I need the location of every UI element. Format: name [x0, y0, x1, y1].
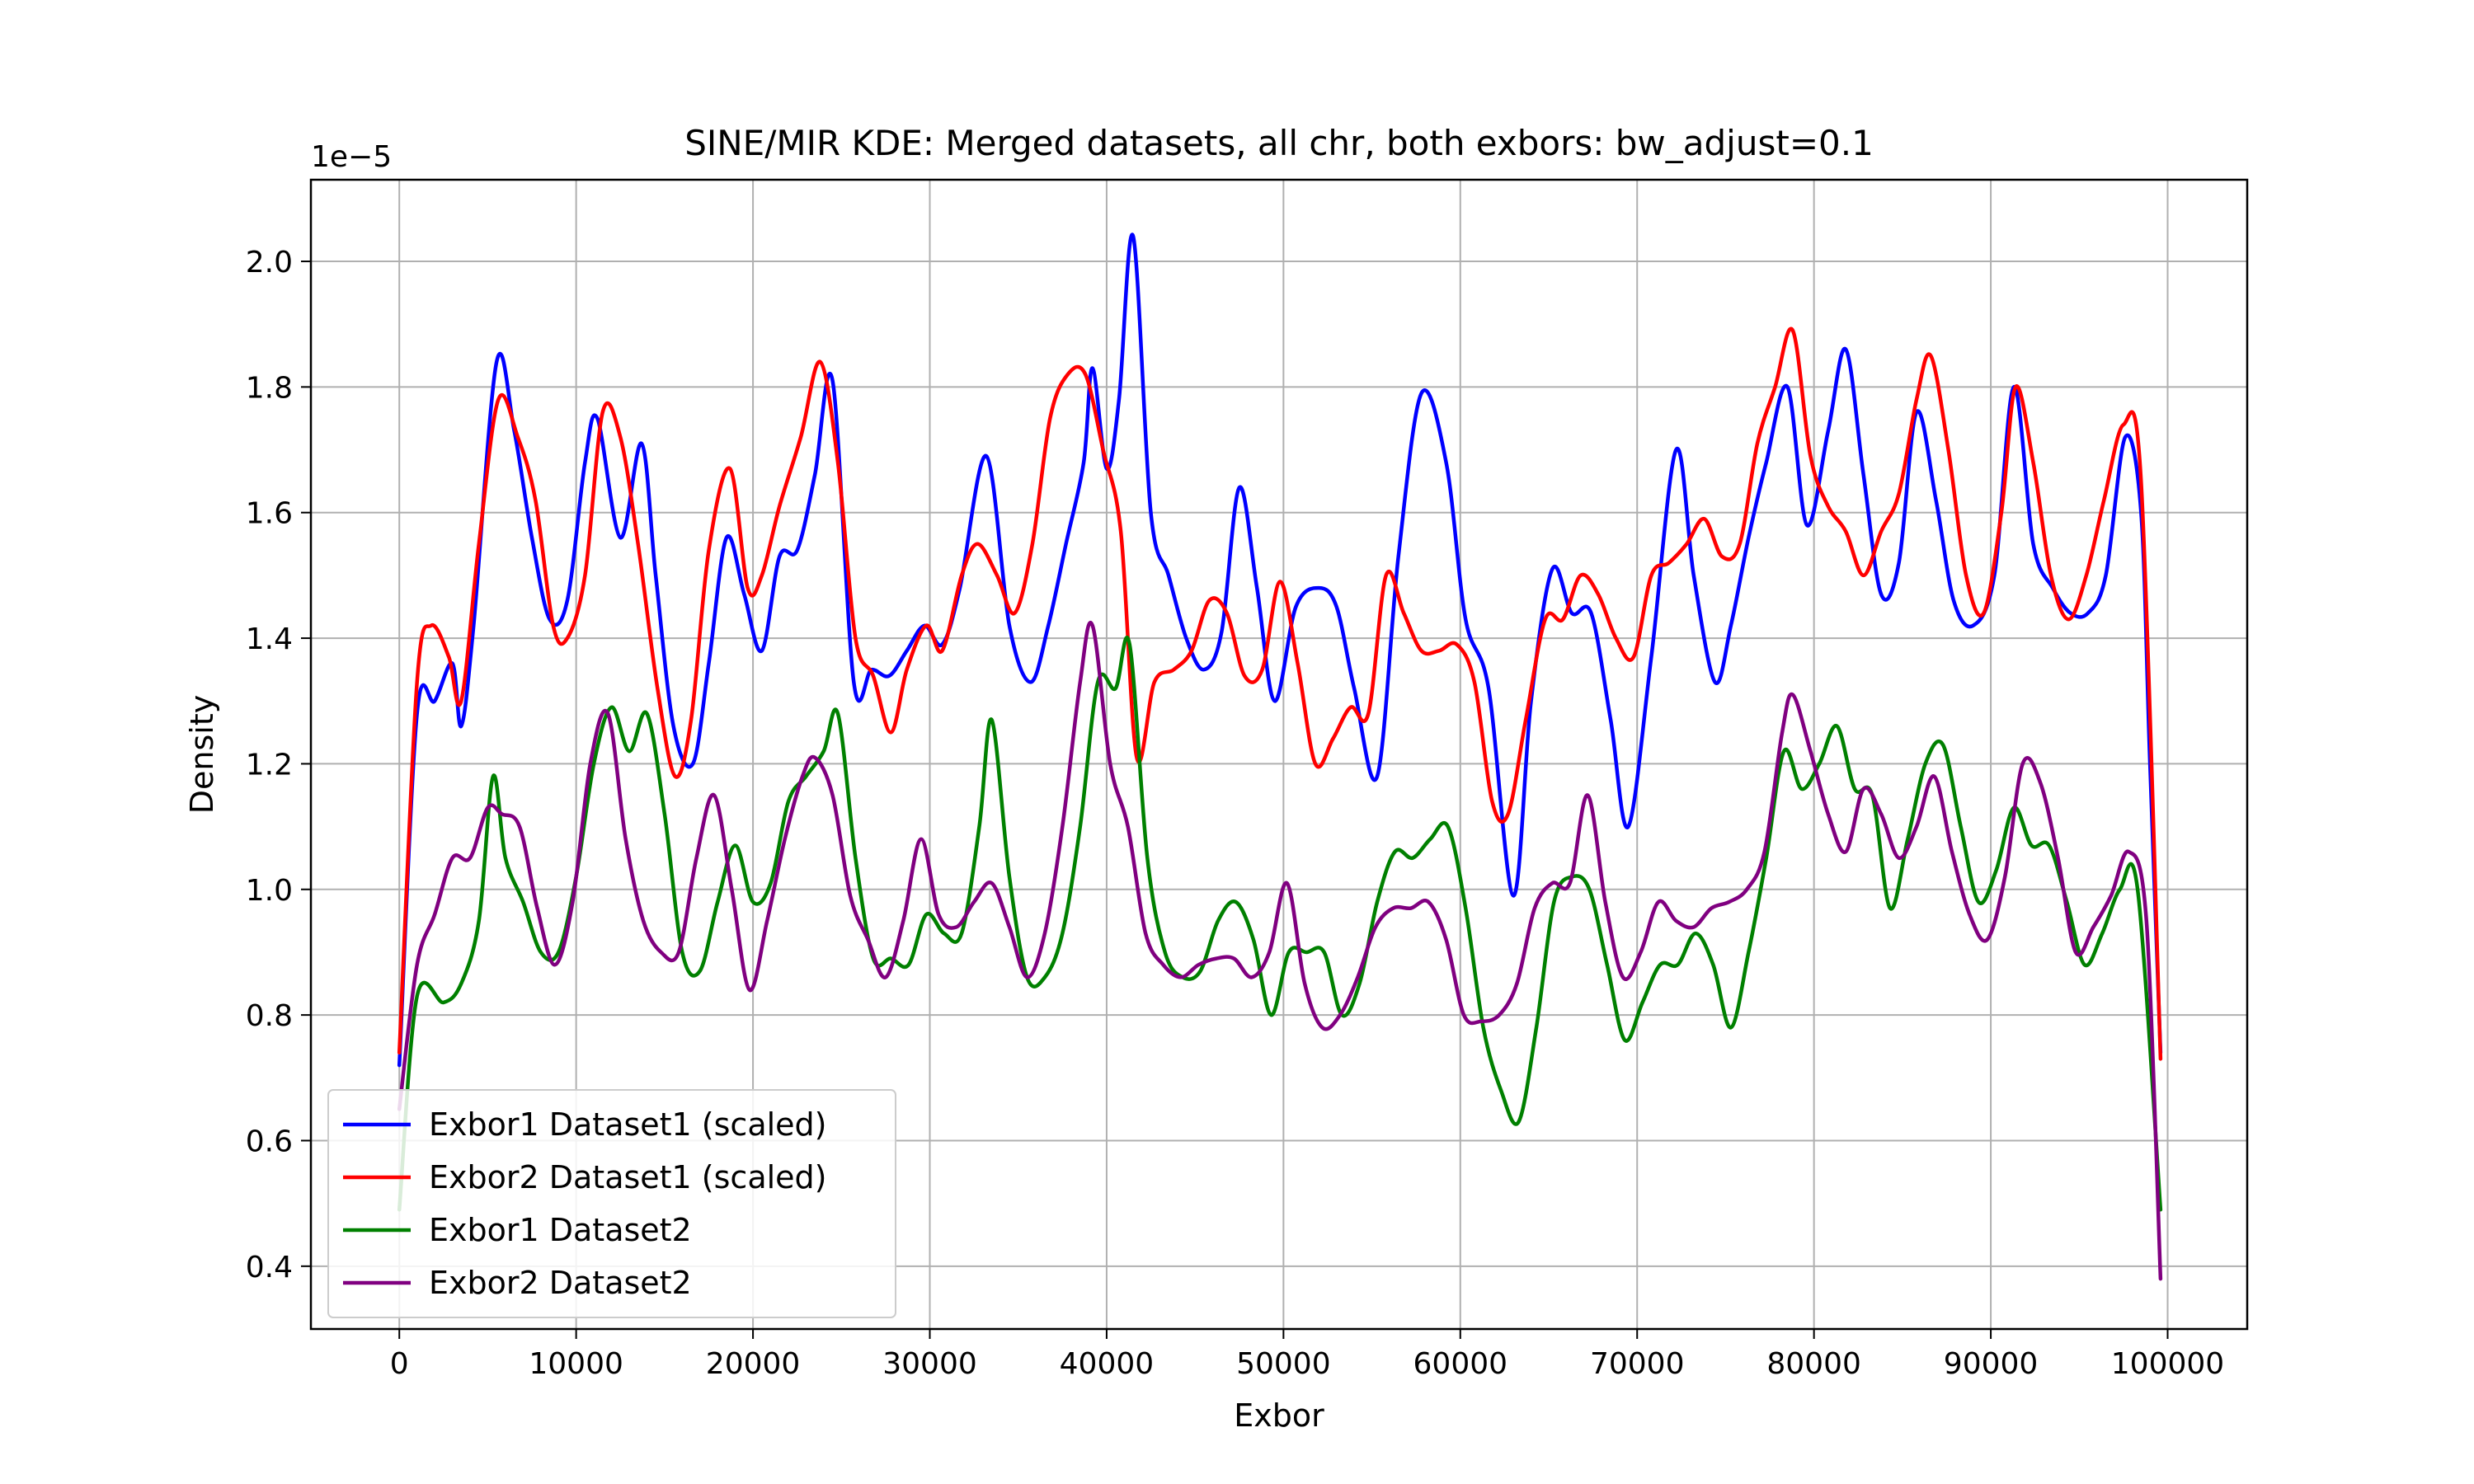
y-axis-label: Density: [184, 695, 220, 814]
x-tick-label: 70000: [1590, 1347, 1685, 1381]
x-tick-label: 90000: [1944, 1347, 2039, 1381]
x-tick-label: 20000: [706, 1347, 801, 1381]
series-line-1: [397, 232, 2163, 1068]
x-tick-label: 50000: [1236, 1347, 1331, 1381]
y-tick-label: 1.6: [246, 497, 293, 531]
y-tick-label: 0.8: [246, 999, 293, 1033]
grid: [311, 180, 2247, 1329]
y-axis-offset-label: 1e−5: [311, 140, 392, 174]
legend-label-2: Exbor2 Dataset1 (scaled): [429, 1159, 827, 1195]
x-tick-label: 60000: [1413, 1347, 1508, 1381]
legend-label-1: Exbor1 Dataset1 (scaled): [429, 1106, 827, 1143]
series-line-4: [397, 621, 2163, 1281]
x-tick-label: 100000: [2111, 1347, 2224, 1381]
x-tick-label: 40000: [1060, 1347, 1155, 1381]
y-tick-label: 1.2: [246, 748, 293, 782]
x-tick-label: 30000: [882, 1347, 977, 1381]
series-lines: [397, 232, 2163, 1281]
axis-ticks: 0 10000 20000 30000 40000 50000 60000 70000 8000…: [246, 246, 2224, 1381]
x-axis-label: Exbor: [1234, 1397, 1324, 1434]
series-line-2: [397, 326, 2163, 1061]
y-tick-label: 0.6: [246, 1125, 293, 1158]
y-tick-label: 1.0: [246, 874, 293, 908]
y-tick-label: 1.8: [246, 371, 293, 405]
plot-frame: [309, 178, 2249, 1331]
legend-label-3: Exbor1 Dataset2: [429, 1212, 692, 1248]
x-tick-label: 0: [390, 1347, 409, 1381]
chart-title: SINE/MIR KDE: Merged datasets, all chr, …: [684, 123, 1874, 163]
x-tick-label: 80000: [1766, 1347, 1861, 1381]
legend-label-4: Exbor2 Dataset2: [429, 1265, 692, 1301]
y-tick-label: 2.0: [246, 246, 293, 279]
legend-frame: [327, 1089, 896, 1318]
y-tick-label: 0.4: [246, 1251, 293, 1284]
x-tick-label: 10000: [529, 1347, 623, 1381]
y-tick-label: 1.4: [246, 622, 293, 656]
legend: Exbor1 Dataset1 (scaled) Exbor2 Dataset1 …: [327, 1089, 896, 1318]
